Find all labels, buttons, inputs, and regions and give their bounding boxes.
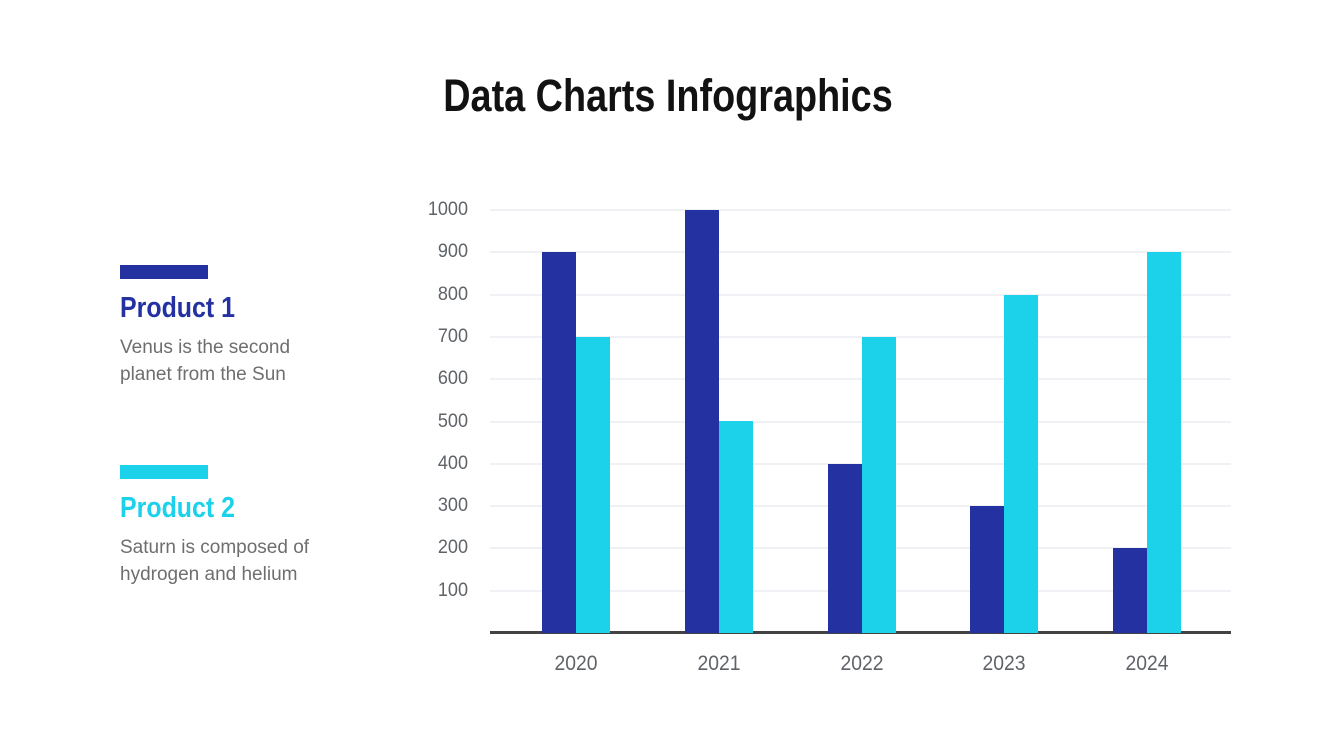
gridline-400 xyxy=(490,462,1231,465)
gridline-600 xyxy=(490,378,1231,381)
legend-item-product1: Product 1 Venus is the second planet fro… xyxy=(120,265,380,388)
bar-product1-2022 xyxy=(827,464,862,633)
y-axis-tick-1000: 1000 xyxy=(427,199,468,220)
x-axis-tick-2022: 2022 xyxy=(840,652,883,675)
y-axis-tick-200: 200 xyxy=(437,537,468,559)
bar-product1-2023 xyxy=(970,506,1005,633)
y-axis-tick-800: 800 xyxy=(437,283,468,305)
bar-product2-2024 xyxy=(1147,252,1181,633)
x-axis-tick-2023: 2023 xyxy=(982,652,1026,675)
y-axis-tick-500: 500 xyxy=(437,410,468,432)
legend-item-product2: Product 2 Saturn is composed of hydrogen… xyxy=(120,465,380,588)
bar-product2-2020 xyxy=(576,337,610,633)
y-axis-tick-600: 600 xyxy=(437,368,468,390)
y-axis-tick-900: 900 xyxy=(437,241,468,263)
gridline-1000 xyxy=(490,209,1231,211)
page-title: Data Charts Infographics xyxy=(443,70,893,121)
legend-label-product2: Product 2 xyxy=(120,492,236,524)
y-axis-tick-300: 300 xyxy=(437,495,468,517)
bar-product2-2021 xyxy=(718,421,753,633)
x-axis-tick-2020: 2020 xyxy=(554,652,598,675)
bar-product2-2022 xyxy=(861,337,896,633)
bar-product1-2021 xyxy=(684,210,719,633)
plot-area: 100 200 300 400 500 600 700 800 900 1000 2020 2021 2… xyxy=(428,200,1231,675)
x-axis-tick-2024: 2024 xyxy=(1125,652,1169,675)
legend-description-product2: Saturn is composed of hydrogen and heliu… xyxy=(120,537,310,585)
legend-label-product1: Product 1 xyxy=(120,292,236,324)
bar-product2-2023 xyxy=(1004,295,1039,633)
x-axis-tick-2021: 2021 xyxy=(697,652,741,675)
legend-swatch-product1 xyxy=(120,265,208,279)
legend-description-product1: Venus is the second planet from the Sun xyxy=(120,337,291,385)
bar-product1-2020 xyxy=(542,252,576,633)
y-axis-tick-700: 700 xyxy=(437,325,468,347)
gridline-700 xyxy=(490,335,1231,338)
gridline-500 xyxy=(490,420,1231,423)
gridline-800 xyxy=(490,293,1231,296)
gridline-900 xyxy=(490,251,1231,254)
y-axis-tick-400: 400 xyxy=(437,452,468,474)
legend-swatch-product2 xyxy=(120,465,208,479)
bar-product1-2024 xyxy=(1113,548,1147,633)
y-axis-tick-100: 100 xyxy=(437,579,468,601)
